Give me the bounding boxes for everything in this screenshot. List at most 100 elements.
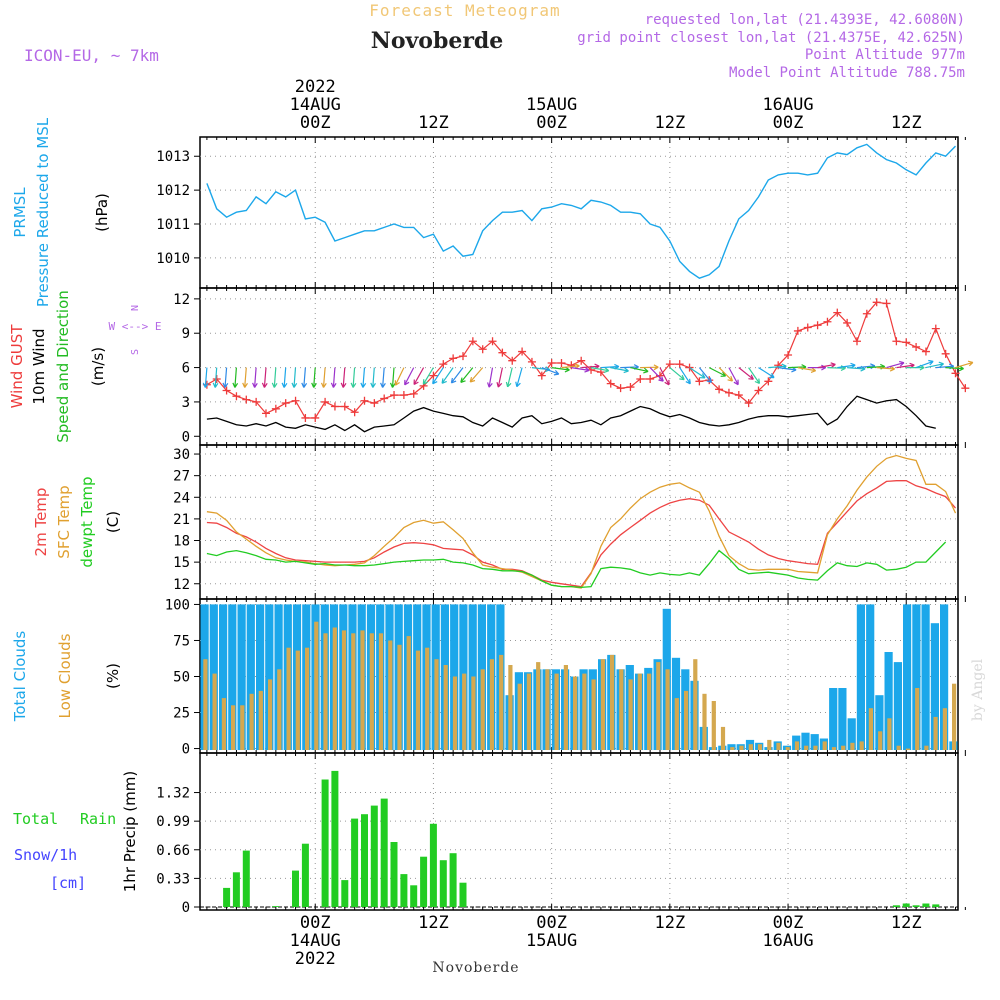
legend-total: Total bbox=[13, 810, 58, 828]
y-axis-label: Low Clouds bbox=[56, 633, 74, 718]
top-time-label: 12Z bbox=[654, 113, 685, 133]
low-cloud-bar bbox=[341, 630, 347, 750]
total-cloud-bar bbox=[884, 652, 893, 750]
low-cloud-bar bbox=[452, 676, 458, 750]
gust-marker bbox=[518, 347, 527, 356]
wind-direction-arrow bbox=[669, 367, 685, 381]
wind-direction-arrow bbox=[758, 367, 775, 379]
low-cloud-bar bbox=[831, 747, 837, 750]
total-cloud-bar bbox=[893, 662, 902, 750]
wind-direction-arrow bbox=[571, 366, 590, 373]
chart-subtitle: Forecast Meteogram bbox=[369, 1, 560, 20]
location-title: Novoberde bbox=[371, 28, 504, 54]
y-axis-label: Wind GUST bbox=[8, 324, 26, 409]
bottom-time-label: 14AUG bbox=[290, 931, 341, 951]
gust-marker bbox=[606, 379, 615, 388]
low-cloud-bar bbox=[240, 705, 245, 750]
wind-direction-arrow bbox=[817, 362, 836, 369]
low-cloud-bar bbox=[545, 669, 550, 750]
low-cloud-bar bbox=[415, 650, 421, 750]
panel-frame bbox=[199, 752, 959, 911]
low-cloud-bar bbox=[591, 679, 596, 750]
y-tick-label: 75 bbox=[173, 633, 190, 649]
y-tick-label: 1011 bbox=[156, 217, 190, 233]
gust-marker bbox=[862, 309, 871, 318]
gust-marker bbox=[724, 388, 733, 397]
gust-marker bbox=[823, 317, 832, 326]
gust-marker bbox=[271, 404, 280, 413]
low-cloud-bar bbox=[277, 669, 282, 750]
wind-direction-arrow bbox=[311, 367, 317, 388]
rain-bar bbox=[390, 842, 398, 907]
low-cloud-bar bbox=[684, 690, 689, 750]
gust-marker bbox=[872, 298, 881, 307]
rain-bar bbox=[449, 853, 457, 907]
wind-direction-arrow bbox=[708, 367, 727, 377]
top-time-label: 00Z bbox=[300, 113, 331, 133]
low-cloud-bar bbox=[351, 633, 356, 750]
low-cloud-bar bbox=[295, 650, 300, 750]
top-time-label: 14AUG bbox=[290, 95, 341, 115]
low-cloud-bar bbox=[942, 708, 947, 750]
gust-marker bbox=[360, 396, 369, 405]
total-cloud-bar bbox=[856, 604, 865, 750]
low-cloud-bar bbox=[489, 659, 494, 750]
total-cloud-bar bbox=[237, 604, 246, 750]
panel-frame bbox=[199, 136, 959, 289]
low-cloud-bar bbox=[887, 718, 892, 750]
low-cloud-bar bbox=[924, 745, 929, 750]
y-tick-label: 3 bbox=[182, 395, 190, 411]
low-cloud-bar bbox=[850, 742, 855, 750]
temperature-line bbox=[206, 541, 947, 589]
gust-marker bbox=[380, 394, 389, 403]
gust-marker bbox=[675, 360, 684, 369]
low-cloud-bar bbox=[286, 647, 291, 750]
low-cloud-bar bbox=[360, 630, 365, 750]
low-cloud-bar bbox=[600, 659, 605, 750]
gust-marker bbox=[350, 408, 359, 417]
gust-marker bbox=[626, 383, 635, 392]
gust-marker bbox=[340, 402, 349, 411]
wind-direction-arrow bbox=[340, 367, 347, 388]
gust-marker bbox=[478, 345, 487, 354]
rain-bar bbox=[223, 887, 231, 907]
low-cloud-bar bbox=[905, 748, 910, 750]
low-cloud-bar bbox=[610, 654, 615, 750]
wind-direction-arrow bbox=[271, 367, 278, 388]
gust-marker bbox=[458, 352, 467, 361]
total-cloud-bar bbox=[930, 623, 939, 750]
gust-marker bbox=[557, 358, 566, 367]
y-tick-label: 9 bbox=[182, 326, 190, 342]
gust-marker bbox=[242, 395, 251, 404]
gust-marker bbox=[951, 369, 960, 378]
panel-frame bbox=[199, 444, 959, 600]
gust-marker bbox=[754, 386, 763, 395]
y-tick-label: 30 bbox=[173, 447, 190, 463]
gust-marker bbox=[892, 337, 901, 346]
y-tick-label: 21 bbox=[173, 512, 190, 528]
requested-coordinates: requested lon,lat (21.4393E, 42.6080N) bbox=[645, 12, 965, 28]
total-cloud-bar bbox=[829, 688, 838, 750]
y-tick-label: 18 bbox=[173, 534, 190, 550]
low-cloud-bar bbox=[332, 627, 337, 750]
rain-bar bbox=[331, 770, 339, 907]
wind-direction-arrow bbox=[441, 367, 454, 384]
gust-marker bbox=[852, 337, 861, 346]
low-cloud-bar bbox=[434, 659, 439, 750]
wind-direction-arrow bbox=[301, 367, 308, 388]
temperature-line bbox=[206, 480, 956, 588]
wind-direction-arrow bbox=[232, 367, 239, 388]
total-cloud-bar bbox=[847, 718, 856, 750]
top-time-label: 15AUG bbox=[526, 95, 577, 115]
rain-bar bbox=[902, 903, 910, 907]
y-tick-label: 1.32 bbox=[156, 786, 190, 802]
total-cloud-bar bbox=[912, 604, 921, 750]
low-cloud-bar bbox=[822, 741, 827, 750]
rain-bar bbox=[321, 779, 329, 907]
rain-bar bbox=[292, 870, 299, 907]
low-cloud-bar bbox=[933, 716, 938, 750]
y-tick-label: 0.66 bbox=[156, 843, 190, 859]
low-cloud-bar bbox=[647, 673, 652, 750]
total-cloud-bar bbox=[875, 695, 884, 750]
